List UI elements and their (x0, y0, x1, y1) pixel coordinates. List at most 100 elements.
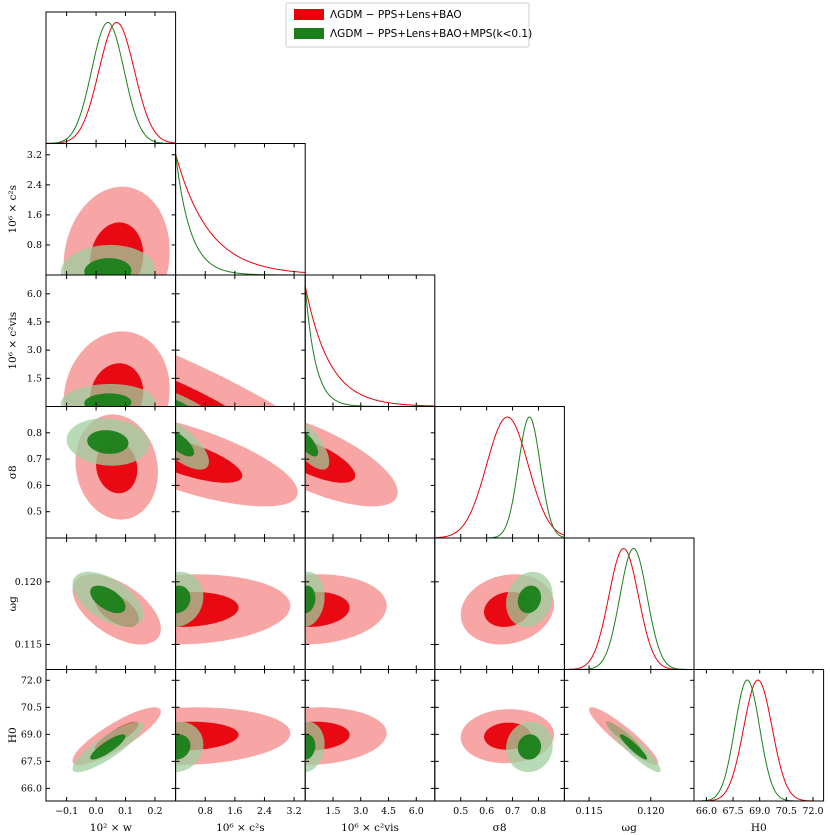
panel-5-0: −0.1 0.0 0.1 0.2 66.0 67.5 69.0 70.5 72.0 (21, 669, 177, 817)
y-tick-label: 0.115 (15, 639, 42, 650)
panel-1-0: 0.8 1.6 2.4 3.2 (27, 143, 177, 276)
panel-5-2: 1.5 3.0 4.5 6.0 (304, 669, 436, 817)
x-tick-label: −0.1 (55, 806, 78, 817)
y-tick-label: 4.5 (27, 317, 42, 328)
x-tick-label: 0.0 (89, 806, 104, 817)
x-tick-label: 0.115 (575, 806, 602, 817)
panel-frame (45, 11, 177, 144)
x-tick-label: 70.5 (776, 806, 797, 817)
marginal-curve-series2 (305, 285, 435, 407)
contour-series2-68 (175, 431, 195, 457)
panel-5-5: 66.0 67.5 69.0 70.5 72.0 (693, 669, 825, 817)
contour-series1-95 (175, 422, 298, 507)
panel-content (434, 416, 565, 538)
x-tick-label: 0.8 (531, 806, 546, 817)
legend-box (285, 2, 530, 48)
x-tick-label: 66.0 (696, 806, 717, 817)
panel-content (305, 285, 435, 407)
panel-4-0: 0.115 0.120 (15, 537, 177, 670)
panel-content (694, 679, 824, 801)
panel-content (175, 707, 291, 773)
x-tick-label: 0.7 (505, 806, 520, 817)
y-tick-label: 1.6 (27, 210, 42, 221)
contour-series2-68 (87, 430, 129, 454)
corner-panels: 10² × w 0.8 1.6 2.4 3.2 10⁶ × c²s 10⁶ × c²s 1.5… (7, 11, 825, 834)
x-tick-label: 0.1 (118, 806, 133, 817)
y-tick-label: 0.6 (27, 480, 42, 491)
x-tick-label: 1.5 (325, 806, 340, 817)
y-tick-label: 0.8 (27, 428, 42, 439)
panel-content (175, 571, 291, 645)
y-tick-label: 3.0 (27, 345, 42, 356)
contour-series2-95 (305, 423, 330, 470)
x-axis-label-sigma8: σ8 (493, 822, 507, 834)
panel-content (72, 707, 161, 773)
legend-label-series1: ΛGDM − PPS+Lens+BAO (330, 9, 462, 21)
y-tick-label: 1.5 (27, 373, 42, 384)
marginal-curve-series1 (694, 679, 824, 801)
panel-frame (304, 274, 436, 407)
contour-series2-68 (175, 585, 191, 614)
marginal-curve-series1 (46, 21, 176, 144)
x-tick-label: 67.5 (722, 806, 743, 817)
marginal-curve-series1 (175, 153, 306, 273)
x-axis-label-cvis2: 10⁶ × c²vis (341, 822, 399, 834)
contour-series2-68 (517, 585, 542, 614)
x-tick-label: 1.6 (227, 806, 242, 817)
panel-4-4 (563, 537, 695, 670)
y-axis-label-H0: H0 (7, 727, 19, 743)
panel-content (305, 571, 387, 645)
y-axis-label-cs2: 10⁶ × c²s (7, 185, 19, 234)
x-tick-label: 0.2 (147, 806, 162, 817)
panel-content (60, 331, 170, 407)
y-tick-label: 66.0 (21, 783, 42, 794)
legend: ΛGDM − PPS+Lens+BAO ΛGDM − PPS+Lens+BAO+… (285, 2, 532, 48)
panel-frame (693, 669, 825, 802)
y-tick-label: 6.0 (27, 289, 42, 300)
legend-swatch-series1 (294, 9, 324, 20)
x-tick-label: 6.0 (409, 806, 424, 817)
panel-4-3 (434, 537, 565, 670)
panel-content (66, 414, 158, 520)
marginal-curve-series2 (175, 153, 306, 275)
panel-3-1 (175, 406, 306, 539)
y-tick-label: 67.5 (21, 756, 42, 767)
panel-content (460, 571, 554, 645)
x-tick-label: 0.120 (637, 806, 664, 817)
contour-series2-68 (305, 432, 319, 457)
marginal-curve-series1 (564, 547, 694, 670)
y-axis-label-cvis2: 10⁶ × c²vis (7, 312, 19, 370)
x-axis-label-cs2: 10⁶ × c²s (216, 822, 265, 834)
y-tick-label: 0.120 (15, 577, 42, 588)
contour-series2-68 (305, 585, 316, 614)
panel-3-2 (304, 406, 436, 539)
panel-content (305, 422, 398, 507)
panel-2-2 (304, 274, 436, 407)
panel-content (175, 422, 298, 507)
y-tick-label: 70.5 (21, 702, 42, 713)
contour-series2-68 (90, 734, 126, 760)
legend-swatch-series2 (294, 28, 324, 39)
x-tick-label: 72.0 (802, 806, 823, 817)
marginal-curve-series2 (694, 679, 824, 801)
panel-4-1 (175, 537, 306, 670)
marginal-curve-series2 (46, 22, 176, 144)
panel-content (460, 709, 554, 773)
contour-series2-68 (619, 734, 648, 760)
x-tick-label: 2.4 (257, 806, 272, 817)
x-tick-label: 3.2 (287, 806, 302, 817)
panel-content (46, 21, 176, 144)
panel-content (175, 355, 277, 407)
y-axis-label-omega_g: ωg (7, 596, 19, 612)
marginal-curve-series2 (434, 416, 565, 538)
contour-series2-68 (90, 585, 126, 614)
contour-series2-68 (175, 734, 191, 760)
legend-label-series2: ΛGDM − PPS+Lens+BAO+MPS(k<0.1) (330, 28, 532, 40)
x-tick-label: 4.5 (381, 806, 396, 817)
panel-3-0: 0.5 0.6 0.7 0.8 (27, 406, 177, 539)
panel-content (305, 707, 387, 773)
y-tick-label: 0.8 (27, 240, 42, 251)
x-axis-label-w: 10² × w (90, 822, 132, 834)
panel-content (72, 571, 161, 645)
